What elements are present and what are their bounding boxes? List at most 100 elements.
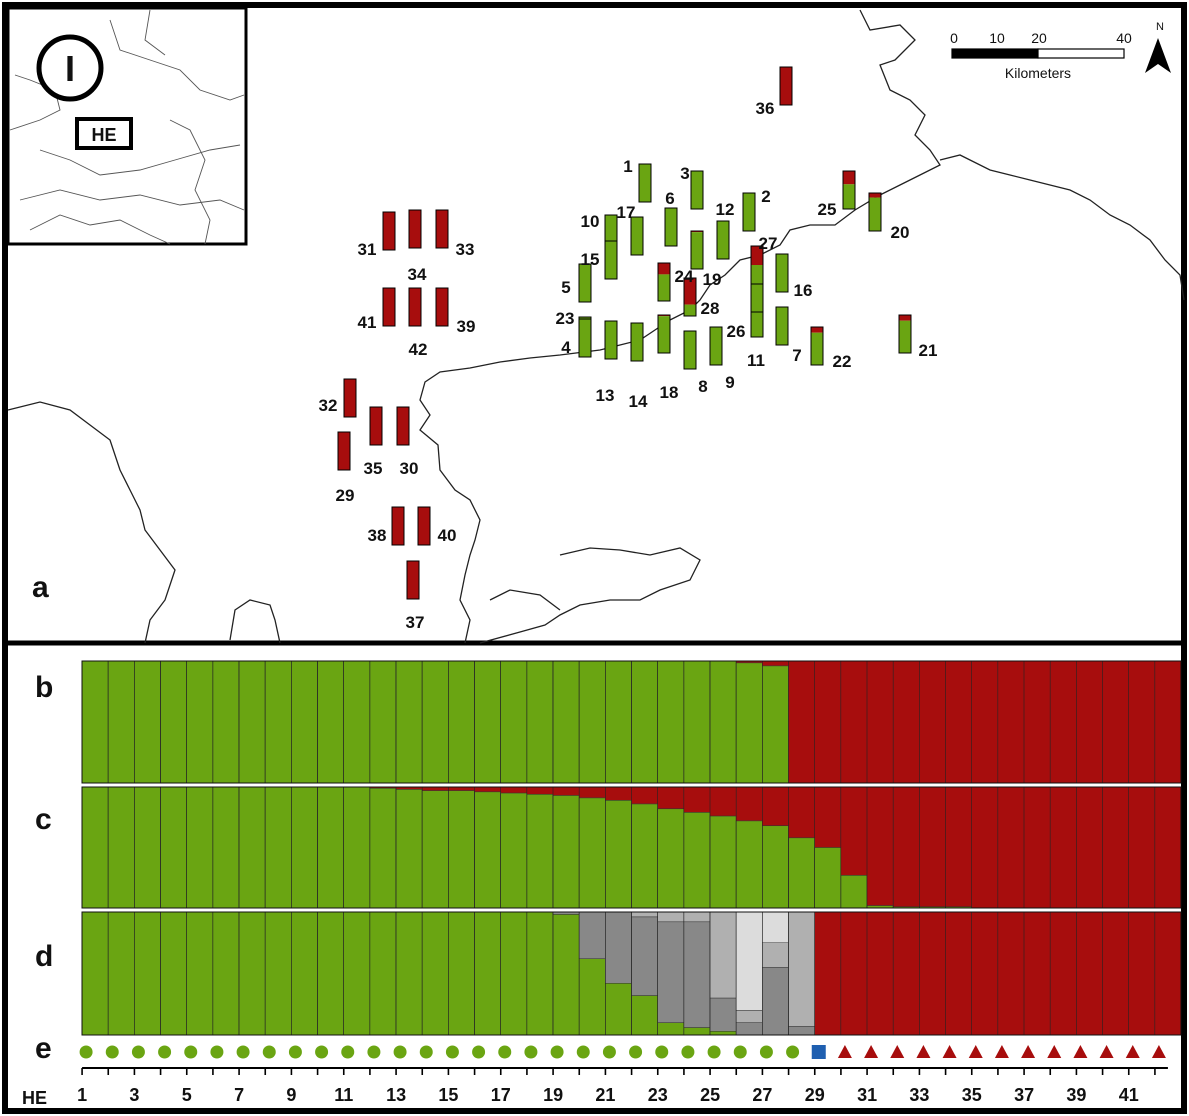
population-bar-38 (391, 506, 405, 546)
population-bar-8 (683, 330, 697, 370)
e-marker-42 (1151, 1045, 1166, 1058)
b-bar-green-20 (578, 660, 606, 784)
d-bar-red-40 (1102, 912, 1129, 1035)
b-bar-green-25 (709, 660, 737, 784)
axis-tick-label: 9 (286, 1085, 296, 1105)
c-bar-red-33 (919, 787, 946, 907)
c-bar-red-21 (605, 787, 632, 801)
population-bar-24 (657, 262, 671, 302)
scale-bar: 0 10 20 40 Kilometers (950, 30, 1132, 81)
axis-tick-label: 31 (857, 1085, 877, 1105)
axis-tick-label: 5 (182, 1085, 192, 1105)
d-bar-red-34 (945, 912, 972, 1035)
axis-tick-label: 3 (129, 1085, 139, 1105)
e-marker-39 (1073, 1045, 1088, 1058)
c-bar-red-39 (1076, 787, 1103, 908)
population-label-5: 5 (561, 278, 570, 297)
panel-label-b: b (35, 671, 53, 704)
c-bar-red-30 (840, 787, 867, 876)
d-bar-27-c3 (762, 911, 789, 943)
e-marker-21 (602, 1045, 616, 1059)
population-label-22: 22 (833, 352, 852, 371)
b-bar-green-6 (212, 660, 240, 784)
c-bar-green-24 (683, 812, 711, 909)
b-bar-green-5 (186, 660, 214, 784)
population-bar-21 (898, 314, 912, 354)
b-bar-red-29 (814, 661, 841, 783)
d-bar-26-c1 (735, 1022, 763, 1036)
e-marker-6 (210, 1045, 224, 1059)
panel-label-a: a (32, 571, 49, 604)
population-label-33: 33 (456, 240, 475, 259)
b-bar-red-37 (1024, 661, 1051, 783)
c-bar-red-31 (867, 787, 894, 906)
population-label-15: 15 (581, 250, 600, 269)
c-bar-green-25 (709, 815, 737, 909)
c-bar-red-38 (1050, 787, 1077, 908)
e-marker-13 (393, 1045, 407, 1059)
e-marker-33 (916, 1045, 931, 1058)
e-marker-35 (968, 1045, 983, 1058)
b-bar-green-14 (421, 660, 449, 784)
structure-plot-c (81, 786, 1182, 909)
scale-unit: Kilometers (1005, 65, 1071, 81)
c-bar-green-16 (474, 791, 501, 909)
c-bar-green-21 (605, 800, 632, 909)
axis-tick-label: 41 (1119, 1085, 1139, 1105)
population-bar-13 (604, 320, 618, 360)
d-bar-22-c1 (631, 916, 658, 996)
c-bar-green-8 (264, 786, 292, 909)
d-bar-23-c0 (657, 1022, 685, 1036)
b-bar-green-12 (369, 660, 397, 784)
c-bar-green-27 (762, 825, 789, 909)
c-bar-red-41 (1128, 787, 1155, 908)
d-bar-4-c0 (160, 911, 187, 1036)
inset-circle (36, 34, 104, 102)
population-bar-17 (630, 216, 644, 256)
d-bar-red-39 (1076, 912, 1103, 1035)
population-bar-33 (435, 209, 449, 249)
e-marker-7 (236, 1045, 250, 1059)
d-bar-9-c0 (291, 911, 318, 1036)
c-bar-red-32 (893, 787, 920, 907)
b-bar-red-30 (840, 661, 867, 783)
population-label-21: 21 (919, 341, 938, 360)
population-bar-15 (604, 240, 618, 280)
c-bar-red-36 (997, 787, 1024, 908)
d-bar-14-c0 (421, 911, 449, 1036)
c-bar-green-13 (395, 789, 423, 909)
e-marker-24 (681, 1045, 695, 1059)
d-bar-15-c0 (448, 911, 475, 1036)
b-bar-red-39 (1076, 661, 1103, 783)
inset-symbol: I (65, 48, 75, 89)
e-marker-34 (942, 1045, 957, 1058)
population-label-31: 31 (358, 240, 377, 259)
e-marker-26 (733, 1045, 747, 1059)
d-bar-13-c0 (395, 911, 423, 1036)
population-bar-36 (779, 66, 793, 106)
e-marker-27 (759, 1045, 773, 1059)
population-label-2: 2 (761, 187, 770, 206)
scale-tick-0: 0 (950, 30, 958, 46)
b-bar-red-38 (1050, 661, 1077, 783)
e-marker-29 (811, 1045, 826, 1059)
e-marker-30 (837, 1045, 852, 1058)
c-bar-red-24 (683, 787, 710, 813)
axis-tick-label: 37 (1014, 1085, 1034, 1105)
e-marker-40 (1099, 1045, 1114, 1058)
d-bar-8-c0 (264, 911, 292, 1036)
b-bar-red-35 (971, 661, 998, 783)
axis-tick-label: 17 (491, 1085, 511, 1105)
c-bar-red-25 (710, 787, 737, 817)
b-bar-red-26 (736, 661, 763, 663)
d-bar-6-c0 (212, 911, 240, 1036)
b-bar-red-36 (997, 661, 1024, 783)
north-arrow-icon: N (1145, 21, 1171, 73)
e-marker-28 (786, 1045, 800, 1059)
population-label-9: 9 (725, 373, 734, 392)
b-bar-green-24 (683, 660, 711, 784)
d-bar-11-c0 (343, 911, 371, 1036)
population-label-24: 24 (675, 267, 694, 286)
d-bar-16-c0 (474, 911, 501, 1036)
e-marker-37 (1021, 1045, 1036, 1058)
